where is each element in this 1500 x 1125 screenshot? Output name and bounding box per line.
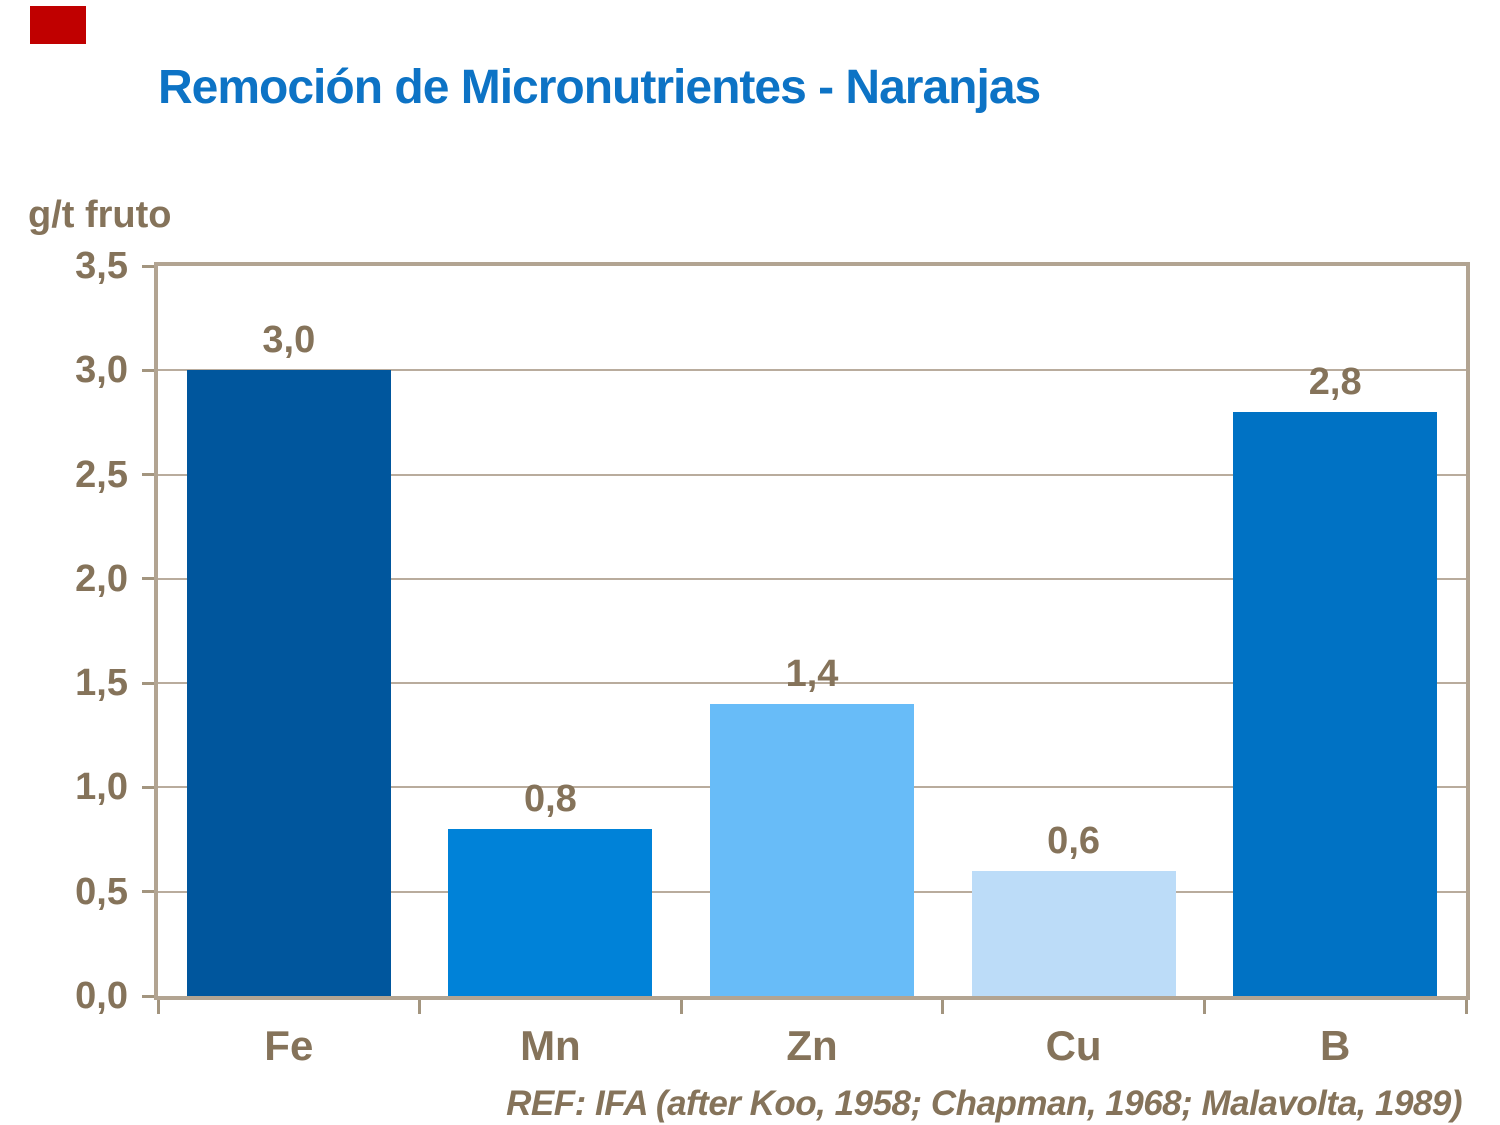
value-label-Cu: 0,6: [1047, 819, 1101, 862]
bar-Mn: [448, 829, 653, 996]
gridline: [158, 577, 1466, 580]
y-tick-mark: [142, 994, 154, 998]
y-tick-label: 0,0: [75, 975, 128, 1017]
value-label-Mn: 0,8: [523, 778, 577, 821]
x-category-label-Fe: Fe: [264, 1022, 314, 1069]
y-tick-mark: [142, 890, 154, 894]
chart-title: Remoción de Micronutrientes - Naranjas: [158, 61, 1041, 114]
y-tick-label: 2,5: [75, 453, 128, 496]
x-category-label-Cu: Cu: [1045, 1022, 1102, 1069]
value-label-Fe: 3,0: [262, 319, 316, 362]
y-tick-label: 3,5: [75, 245, 128, 287]
y-tick-mark: [142, 368, 154, 372]
x-tick-mark: [679, 1000, 683, 1014]
y-tick-label: 3,0: [75, 349, 128, 392]
y-tick-label: 2,0: [75, 557, 128, 600]
y-axis-unit-label: g/t fruto: [28, 194, 172, 236]
gridline: [158, 369, 1466, 372]
x-category-label-Zn: Zn: [786, 1022, 838, 1069]
reference-citation: REF: IFA (after Koo, 1958; Chapman, 1968…: [506, 1084, 1462, 1123]
bar-B: [1233, 412, 1438, 996]
x-tick-mark: [156, 1000, 160, 1014]
gridline: [158, 682, 1466, 685]
red-accent-square: [30, 6, 86, 44]
gridline: [158, 473, 1466, 476]
x-category-label-B: B: [1320, 1022, 1351, 1069]
y-tick-mark: [142, 785, 154, 789]
x-tick-mark: [418, 1000, 422, 1014]
y-tick-mark: [142, 473, 154, 477]
bar-Fe: [186, 370, 391, 996]
plot-area: 3,0 0,8 1,4 0,6 2,8: [154, 262, 1470, 1000]
y-tick-mark: [142, 264, 154, 268]
x-category-label-Mn: Mn: [520, 1022, 581, 1069]
bar-Cu: [971, 870, 1176, 996]
y-tick-label: 0,5: [75, 870, 128, 913]
y-tick-mark: [142, 577, 154, 581]
value-label-B: 2,8: [1308, 361, 1362, 403]
y-tick-label: 1,0: [75, 766, 128, 809]
y-tick-mark: [142, 681, 154, 685]
bar-Zn: [710, 704, 914, 996]
x-tick-mark: [941, 1000, 945, 1014]
value-label-Zn: 1,4: [785, 653, 839, 695]
x-tick-mark: [1202, 1000, 1206, 1014]
y-tick-label: 1,5: [75, 662, 128, 705]
x-tick-mark: [1464, 1000, 1468, 1014]
